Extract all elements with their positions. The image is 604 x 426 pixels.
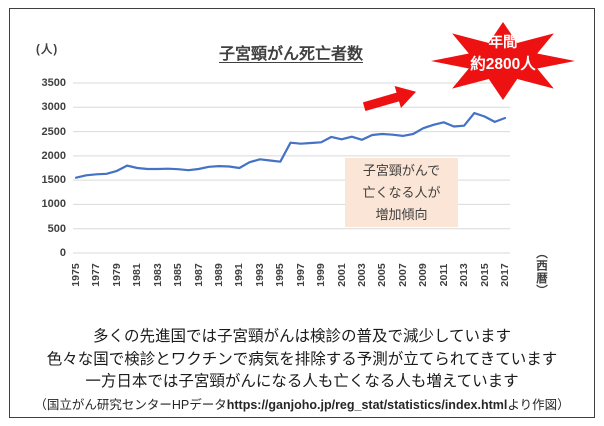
- y-tick-label: 1500: [41, 174, 66, 187]
- x-tick-label: 1981: [131, 263, 144, 287]
- annotation-line-1: 子宮頸がんで: [362, 163, 441, 178]
- starburst-badge-shape: [431, 22, 575, 100]
- y-tick-label: 0: [59, 247, 66, 259]
- x-tick-label: 1997: [294, 263, 307, 287]
- annotation-box: 子宮頸がんで 亡くなる人が 増加傾向: [345, 158, 458, 227]
- footer-line-3: 一方日本では子宮頸がんになる人も亡くなる人も増えています: [85, 373, 519, 390]
- badge-line-2: 約2800人: [470, 56, 536, 73]
- x-tick-label: 2017: [498, 263, 511, 287]
- y-tick-label: 1000: [41, 198, 66, 211]
- y-tick-label: 500: [47, 222, 66, 235]
- starburst-badge-text: 年間 約2800人: [440, 33, 566, 76]
- x-tick-label: 1987: [192, 263, 205, 287]
- x-tick-label: 1977: [90, 263, 103, 287]
- x-tick-label: 1999: [315, 263, 328, 287]
- y-tick-label: 2000: [41, 149, 66, 162]
- x-tick-label: 1991: [233, 263, 246, 287]
- x-tick-label: 1983: [151, 263, 164, 287]
- footer-line-1: 多くの先進国では子宮頸がんは検診の普及で減少しています: [92, 328, 512, 345]
- chart-title: 子宮頸がん死亡者数: [91, 40, 491, 64]
- y-tick-label: 3000: [41, 101, 66, 114]
- source-prefix: （国立がん研究センターHPデータ: [34, 397, 227, 412]
- x-tick-label: 2013: [458, 263, 471, 287]
- increase-arrow-icon: [362, 85, 417, 111]
- source-suffix: より作図）: [507, 397, 570, 412]
- x-tick-label: 1979: [110, 263, 123, 287]
- x-tick-label: 2011: [437, 263, 450, 287]
- x-tick-label: 1995: [274, 263, 287, 287]
- x-tick-label: 1993: [253, 263, 266, 287]
- y-axis-unit-label: (人): [36, 44, 59, 56]
- x-axis-unit-label: （西暦）: [535, 247, 547, 297]
- annotation-line-2: 亡くなる人が: [362, 185, 441, 200]
- x-tick-label: 2003: [355, 263, 368, 287]
- annotation-line-3: 増加傾向: [375, 207, 428, 222]
- chart-title-text: 子宮頸がん死亡者数: [218, 46, 363, 63]
- x-tick-label: 2009: [417, 263, 430, 287]
- x-tick-label: 1989: [212, 263, 225, 287]
- x-tick-label: 2005: [376, 263, 389, 287]
- y-tick-label: 3500: [41, 77, 66, 89]
- x-tick-label: 2001: [335, 263, 348, 287]
- deaths-line-series: [74, 111, 507, 179]
- source-url: https://ganjoho.jp/reg_stat/statistics/i…: [226, 397, 508, 412]
- footer-line-2: 色々な国で検診とワクチンで病気を排除する予測が立てられてきています: [46, 350, 558, 368]
- x-tick-label: 2007: [396, 263, 409, 287]
- y-tick-label: 2500: [41, 125, 66, 138]
- footer-text: 多くの先進国では子宮頸がんは検診の普及で減少しています 色々な国で検診とワクチン…: [0, 326, 604, 414]
- source-citation: （国立がん研究センターHPデータhttps://ganjoho.jp/reg_s…: [0, 396, 604, 414]
- x-tick-label: 1985: [172, 263, 185, 287]
- x-tick-label: 1975: [70, 263, 82, 287]
- x-tick-label: 2015: [478, 263, 491, 287]
- badge-line-1: 年間: [488, 35, 518, 51]
